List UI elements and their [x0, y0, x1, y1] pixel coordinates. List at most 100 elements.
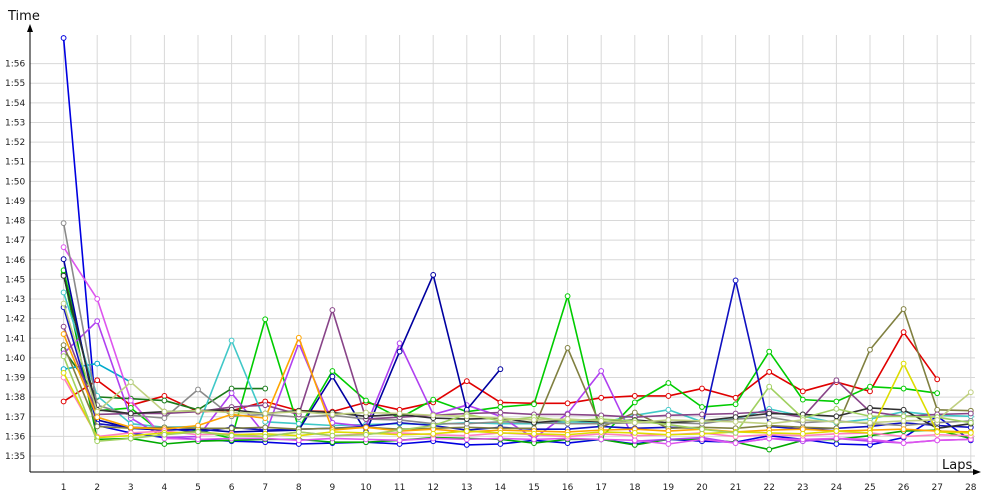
data-point	[732, 414, 739, 421]
data-point	[833, 441, 840, 447]
data-point	[732, 440, 739, 446]
data-point	[497, 430, 504, 436]
x-tick-label: 25	[864, 483, 875, 493]
data-point	[799, 430, 806, 437]
data-point	[564, 431, 571, 438]
data-point	[127, 410, 134, 417]
x-tick-label: 20	[696, 483, 708, 493]
data-point	[497, 404, 504, 410]
x-tick-label: 12	[427, 483, 438, 493]
series-line	[62, 246, 971, 445]
x-tick-label: 22	[763, 483, 774, 493]
y-axis-title: Time	[7, 9, 40, 24]
data-point	[732, 401, 739, 408]
data-point	[195, 429, 201, 435]
series-line	[63, 320, 971, 444]
x-tick-label: 8	[296, 483, 302, 493]
data-point	[329, 368, 336, 374]
data-point	[598, 394, 605, 401]
data-point	[833, 398, 840, 405]
data-point	[799, 388, 806, 395]
y-tick-label: 1:46	[5, 256, 25, 266]
series-9	[60, 244, 974, 447]
data-point	[60, 353, 67, 360]
data-point	[363, 424, 369, 431]
data-point	[900, 413, 907, 420]
data-point	[60, 244, 67, 251]
data-point	[967, 389, 974, 396]
data-point	[766, 383, 773, 390]
data-point	[867, 405, 873, 411]
data-point	[867, 436, 873, 443]
data-point	[867, 430, 873, 436]
data-point	[732, 277, 739, 284]
x-tick-labels: 1 2 3 4 5 6 7 8 9 10 11 12 13 14 15 16 17 18 19 20 21 22 23 24 2…	[61, 483, 977, 493]
y-tick-label: 1:40	[5, 354, 25, 364]
data-point	[665, 421, 672, 428]
data-point	[262, 433, 269, 440]
data-point	[497, 415, 504, 422]
data-point	[934, 406, 941, 413]
data-point	[94, 296, 101, 302]
x-tick-label: 26	[898, 483, 910, 493]
data-point	[900, 360, 907, 367]
data-point	[531, 417, 537, 423]
data-point	[934, 376, 941, 383]
x-tick-label: 5	[195, 483, 201, 493]
data-point	[665, 436, 672, 443]
y-tick-label: 1:54	[5, 99, 25, 109]
data-point	[262, 316, 269, 323]
data-point	[665, 417, 672, 423]
x-tick-label: 19	[663, 483, 675, 493]
data-point	[94, 377, 101, 384]
y-tick-label: 1:36	[5, 432, 25, 442]
y-tick-label: 1:53	[5, 118, 25, 128]
y-tick-label: 1:50	[5, 177, 25, 187]
data-point	[867, 346, 873, 353]
x-axis-arrow	[973, 469, 981, 475]
data-point	[396, 427, 403, 434]
data-point	[900, 385, 907, 392]
y-tick-label: 1:55	[5, 79, 25, 89]
data-point	[699, 404, 705, 410]
data-point	[228, 432, 235, 439]
x-tick-label: 28	[965, 483, 977, 493]
data-point	[833, 377, 840, 384]
data-point	[564, 293, 571, 300]
x-tick-label: 9	[330, 483, 336, 493]
data-point	[833, 405, 840, 412]
data-point	[60, 300, 67, 307]
series-line	[62, 308, 971, 431]
data-point	[665, 412, 672, 419]
data-point	[60, 342, 67, 349]
data-point	[699, 430, 705, 437]
data-point	[94, 318, 101, 324]
data-point	[195, 436, 201, 443]
data-point	[228, 337, 235, 344]
data-point	[262, 402, 269, 409]
y-tick-label: 1:51	[5, 158, 25, 168]
data-point	[699, 436, 705, 443]
data-point	[665, 393, 672, 399]
data-point	[195, 407, 201, 414]
x-tick-label: 18	[629, 483, 641, 493]
data-point	[262, 385, 269, 392]
data-point	[598, 417, 605, 424]
series-line	[62, 223, 971, 427]
x-tick-label: 15	[528, 483, 539, 493]
data-point	[564, 400, 571, 407]
data-point	[195, 422, 201, 429]
x-tick-label: 24	[831, 483, 843, 493]
data-point	[228, 425, 235, 432]
data-point	[60, 272, 67, 279]
data-point	[900, 329, 907, 336]
data-point	[60, 35, 67, 41]
data-point	[732, 418, 739, 425]
data-point	[363, 409, 369, 416]
y-tick-label: 1:41	[5, 334, 25, 344]
data-point	[60, 331, 67, 337]
data-point	[799, 426, 806, 433]
data-point	[934, 429, 941, 435]
x-tick-label: 3	[128, 483, 134, 493]
axes	[27, 24, 981, 475]
